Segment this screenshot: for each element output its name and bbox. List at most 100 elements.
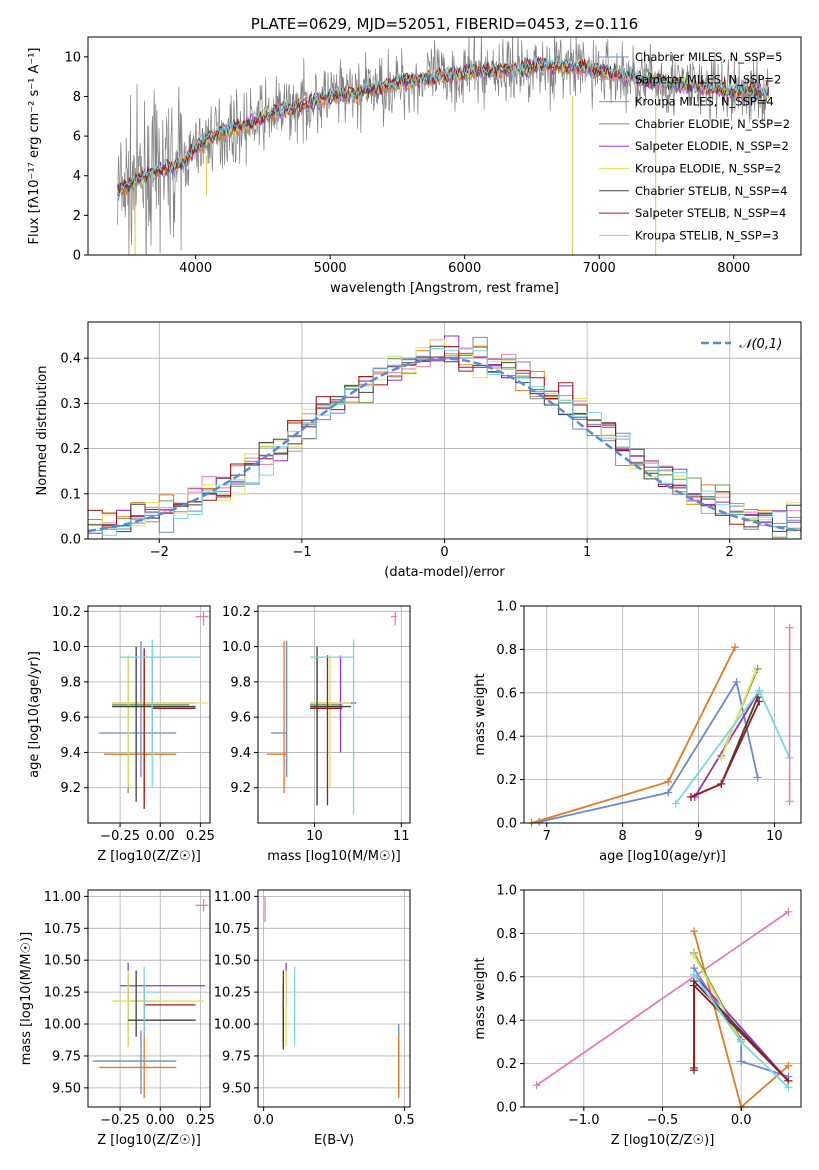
y-tick-label: 8 [73,90,81,105]
residual-histogram-step [88,347,801,536]
mass-weight-marker [755,697,764,706]
y-tick-label: 10.75 [44,922,81,937]
y-tick-label: 11.00 [44,890,81,905]
y-tick-label: 10.25 [214,986,251,1001]
y-tick-label: 10.75 [214,922,251,937]
mass-weight-marker [689,970,698,979]
y-tick-label: 9.50 [52,1081,81,1096]
x-tick-label: −1 [292,545,311,560]
y-tick-label: 10.2 [52,605,81,620]
y-tick-label: 11.00 [214,890,251,905]
x-tick-label: 9 [694,829,702,844]
mass-weight-line [720,670,757,759]
x-axis-label: age [log10(age/yr)] [599,849,726,864]
y-tick-label: 0.0 [60,533,81,548]
x-tick-label: 0.25 [186,829,215,844]
y-tick-label: 0 [73,249,81,264]
y-tick-label: 0.3 [60,397,81,412]
x-tick-label: 10 [766,829,783,844]
mass-weight-marker [753,773,762,782]
y-tick-label: 0.4 [60,352,81,367]
mass-weight-line [536,910,789,1087]
mass-weight-marker [732,677,741,686]
x-tick-label: 4000 [179,261,212,276]
y-tick-label: 0.6 [496,686,517,701]
legend-label: Chabrier MILES, N_SSP=5 [635,50,782,64]
x-axis-label: E(B-V) [314,1133,354,1148]
mass-weight-marker [717,753,726,762]
axes-frame [87,889,211,1108]
mass-weight-marker [689,981,698,990]
y-tick-label: 2 [73,209,81,224]
axes-frame [523,605,802,824]
legend-label: Chabrier ELODIE, N_SSP=2 [635,117,790,131]
y-tick-label: 6 [73,130,81,145]
mass-weight-line [675,688,791,805]
mass-weight-marker [664,777,673,786]
mass-weight-marker [737,1057,746,1066]
x-tick-label: 1 [583,545,591,560]
y-axis-label: mass [log10(M/M☉)] [19,932,34,1065]
chart-title: PLATE=0629, MJD=52051, FIBERID=0453, z=0… [251,15,638,33]
normal-reference-curve [88,357,801,533]
y-tick-label: 0.2 [496,773,517,788]
x-tick-label: 2 [726,545,734,560]
y-tick-label: 0.0 [496,817,517,832]
x-tick-label: 0.5 [394,1113,415,1128]
y-tick-label: 10.0 [52,640,81,655]
y-tick-label: 9.75 [222,1049,251,1064]
y-tick-label: 0.2 [496,1057,517,1072]
y-tick-label: 0.8 [496,927,517,942]
y-tick-label: 0.6 [496,970,517,985]
mass-weight-marker [784,907,793,916]
mass-weight-marker [737,1037,746,1046]
y-tick-label: 10.0 [222,640,251,655]
y-tick-label: 10 [64,50,81,65]
y-tick-label: 10.25 [44,986,81,1001]
mass-weight-marker [784,1083,793,1092]
residual-histogram-step [88,346,801,531]
x-tick-label: 7000 [583,261,616,276]
x-tick-label: 8000 [717,261,750,276]
y-tick-label: 10.00 [214,1018,251,1033]
model-spectrum-line [117,55,769,196]
axes-frame [257,889,411,1108]
mass-weight-marker [689,951,698,960]
x-tick-label: 6000 [448,261,481,276]
y-tick-label: 0.4 [496,730,517,745]
y-tick-label: 0.1 [60,487,81,502]
legend-label: 𝒩(0,1) [739,337,782,352]
y-tick-label: 9.75 [52,1049,81,1064]
legend-label: Salpeter STELIB, N_SSP=4 [635,206,786,220]
mass-weight-line [539,679,759,823]
x-axis-label: (data-model)/error [384,565,505,580]
legend-label: Kroupa MILES, N_SSP=4 [635,95,774,109]
x-axis-label: Z [log10(Z/Z☉)] [611,1133,715,1148]
x-axis-label: mass [log10(M/M☉)] [267,849,400,864]
x-tick-label: −0.5 [647,1113,679,1128]
y-tick-label: 10.00 [44,1018,81,1033]
x-tick-label: 7 [543,829,551,844]
mass-weight-marker [785,623,794,632]
mass-weight-marker [671,799,680,808]
y-tick-label: 9.8 [230,675,251,690]
mass-weight-line [693,954,742,1043]
x-tick-label: 10 [306,829,323,844]
legend-label: Salpeter MILES, N_SSP=2 [635,72,781,86]
y-tick-label: 9.50 [222,1081,251,1096]
x-tick-label: −0.25 [100,829,140,844]
y-tick-label: 0.8 [496,643,517,658]
y-tick-label: 0.4 [496,1014,517,1029]
mass-weight-marker [689,1066,698,1075]
mass-weight-marker [532,1081,541,1090]
y-axis-label: age [log10(age/yr)] [27,651,42,778]
x-tick-label: 0.25 [186,1113,215,1128]
x-axis-label: wavelength [Angstrom, rest frame] [330,281,559,296]
legend-label: Chabrier STELIB, N_SSP=4 [635,184,787,198]
mass-weight-marker [751,667,760,676]
x-tick-label: −0.25 [100,1113,140,1128]
legend-label: Kroupa STELIB, N_SSP=3 [635,228,779,242]
legend-label: Salpeter ELODIE, N_SSP=2 [635,139,789,153]
y-tick-label: 4 [73,169,81,184]
